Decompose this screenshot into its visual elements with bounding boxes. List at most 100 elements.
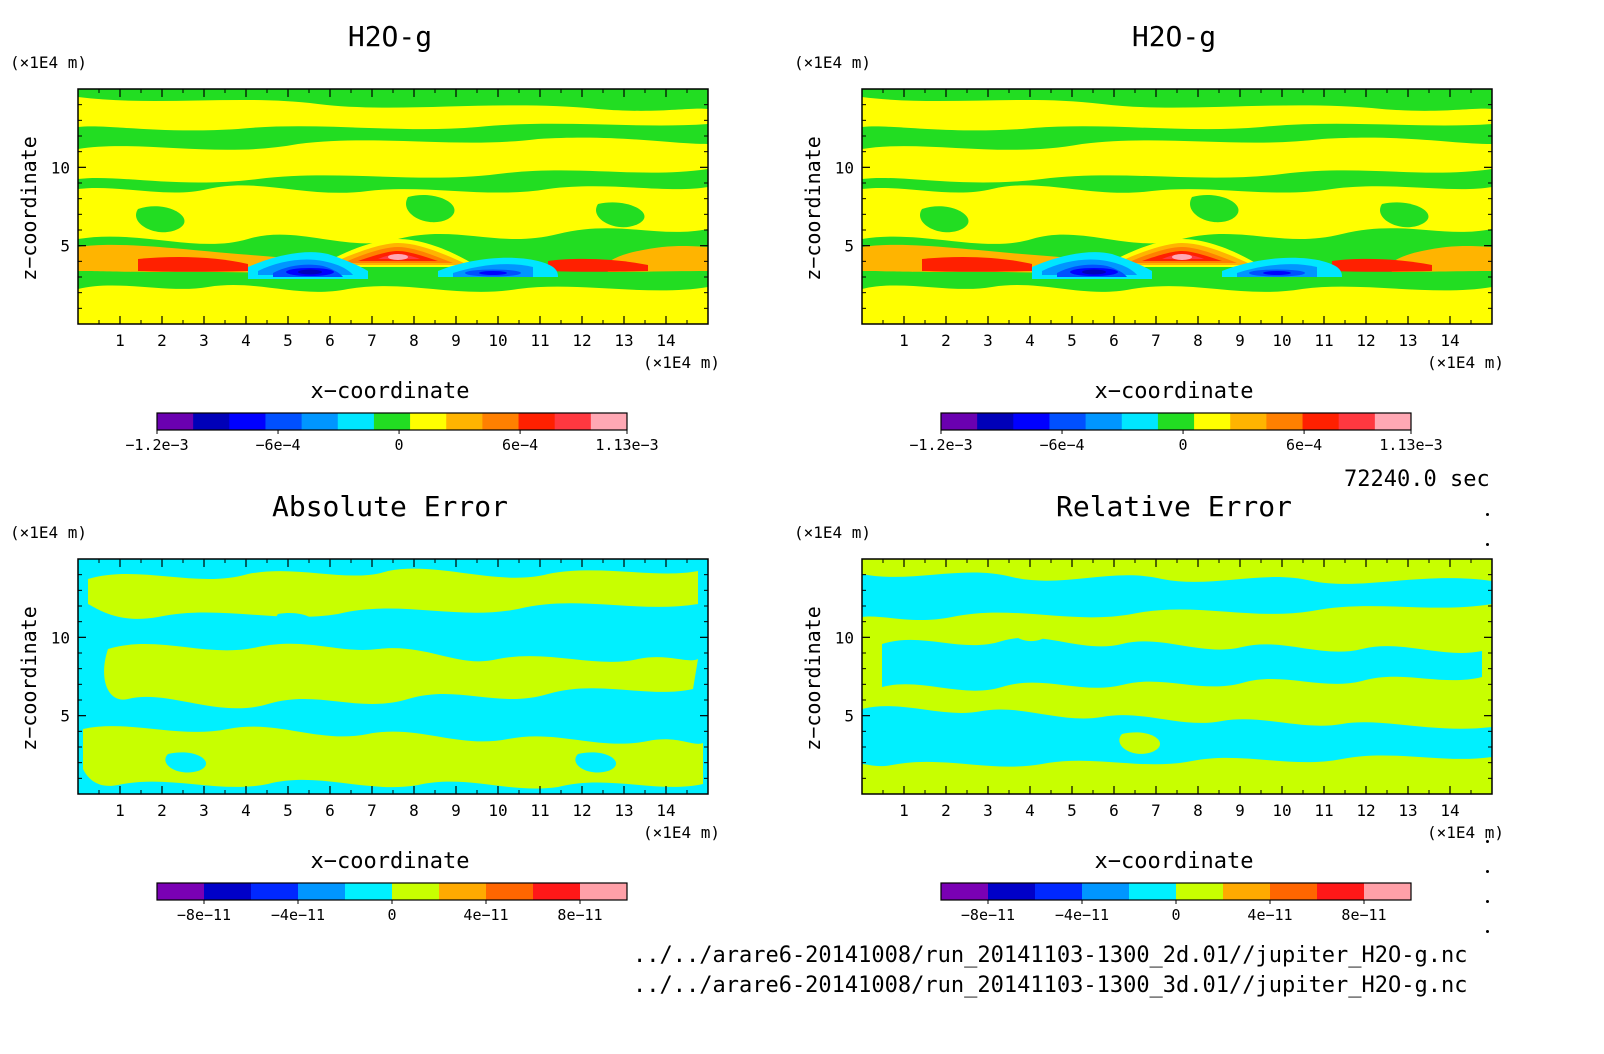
chart-panel-p4: Relative Error(×1E4 m)1 2 3 4 5 6 7 8 9 10 11 12 13 1… [794, 490, 1504, 924]
chart-panel-p3: Absolute Error(×1E4 m)1 2 3 4 5 6 7 8 9 10 11 12 13 1… [10, 490, 720, 924]
x-tick-label: 4 [241, 801, 251, 820]
x-tick-label: 11 [1314, 331, 1333, 350]
x-tick-label: 2 [157, 801, 167, 820]
x-tick-label: 2 [157, 331, 167, 350]
colorbar-label: 8e−11 [1341, 906, 1386, 924]
colorbar-swatch [941, 413, 978, 430]
y-axis-label: z−coordinate [17, 606, 41, 751]
chart-panel-p1: H2O-g(×1E4 m)1 2 3 4 5 6 7 8 9 10 11 12 13 14510(×1E4… [10, 20, 720, 454]
x-tick-label: 14 [656, 331, 675, 350]
colorbar-swatch [337, 413, 375, 430]
x-tick-label: 12 [1356, 331, 1375, 350]
heatmap-field [78, 89, 708, 324]
colorbar-swatch [1085, 413, 1123, 430]
colorbar-swatch [533, 883, 581, 900]
colorbar-label: 4e−11 [463, 906, 508, 924]
x-tick-label: 10 [1272, 331, 1291, 350]
x-tick-label: 11 [530, 331, 549, 350]
chart-title: H2O-g [1132, 20, 1216, 53]
x-tick-label: 10 [1272, 801, 1291, 820]
colorbar-label: −1.2e−3 [909, 436, 972, 454]
y-axis-label: z−coordinate [17, 136, 41, 281]
x-tick-label: 7 [367, 801, 377, 820]
colorbar-swatch [1194, 413, 1231, 430]
colorbar-label: 0 [387, 906, 396, 924]
x-tick-label: 12 [572, 801, 591, 820]
colorbar-swatch [1035, 883, 1083, 900]
colorbar-swatch [554, 413, 592, 430]
x-tick-label: 8 [1193, 801, 1203, 820]
colorbar-label: 6e−4 [1286, 436, 1322, 454]
colorbar-swatch [988, 883, 1036, 900]
x-tick-label: 1 [115, 801, 125, 820]
marker-dot [1486, 543, 1489, 546]
x-tick-label: 9 [451, 801, 461, 820]
y-tick-label: 5 [60, 707, 70, 726]
colorbar-swatch [1121, 413, 1159, 430]
colorbar-label: −8e−11 [961, 906, 1015, 924]
y-tick-label: 10 [835, 628, 854, 647]
colorbar-swatch [977, 413, 1014, 430]
marker-dot [1486, 900, 1489, 903]
marker-dot [1486, 840, 1489, 843]
chart-title: H2O-g [348, 20, 432, 53]
x-tick-label: 12 [1356, 801, 1375, 820]
colorbar-label: 0 [1171, 906, 1180, 924]
chart-panel-p2: H2O-g(×1E4 m)1 2 3 4 5 6 7 8 9 10 11 12 13 14510(×1E4… [794, 20, 1504, 454]
colorbar-swatch [265, 413, 303, 430]
x-tick-label: 3 [199, 801, 209, 820]
x-axis-label: x−coordinate [311, 379, 470, 404]
x-tick-label: 6 [325, 331, 335, 350]
x-tick-label: 13 [614, 331, 633, 350]
x-tick-label: 11 [530, 801, 549, 820]
x-tick-label: 12 [572, 331, 591, 350]
x-tick-label: 6 [325, 801, 335, 820]
x-tick-label: 13 [614, 801, 633, 820]
x-tick-label: 5 [1067, 801, 1077, 820]
colorbar-swatch [1176, 883, 1224, 900]
colorbar-swatch [482, 413, 520, 430]
y-unit-label: (×1E4 m) [794, 53, 871, 72]
marker-dot [1486, 513, 1489, 516]
colorbar-label: 6e−4 [502, 436, 538, 454]
y-axis-label: z−coordinate [801, 606, 825, 751]
x-tick-label: 1 [899, 801, 909, 820]
marker-dot [1486, 870, 1489, 873]
colorbar-swatch [1129, 883, 1177, 900]
x-axis-label: x−coordinate [1095, 379, 1254, 404]
x-tick-label: 10 [488, 801, 507, 820]
colorbar-swatch [392, 883, 440, 900]
colorbar-swatch [1223, 883, 1271, 900]
colorbar-swatch [298, 883, 346, 900]
heatmap-field [78, 559, 708, 794]
y-tick-label: 5 [844, 237, 854, 256]
colorbar-swatch [1049, 413, 1087, 430]
colorbar-swatch [1157, 413, 1195, 430]
colorbar-swatch [580, 883, 628, 900]
colorbar-label: 0 [395, 436, 404, 454]
x-tick-label: 5 [283, 331, 293, 350]
colorbar-swatch [301, 413, 339, 430]
x-tick-label: 8 [1193, 331, 1203, 350]
x-axis-label: x−coordinate [1095, 849, 1254, 874]
x-tick-label: 14 [1440, 331, 1459, 350]
x-unit-label: (×1E4 m) [643, 823, 720, 842]
colorbar-swatch [1266, 413, 1304, 430]
x-unit-label: (×1E4 m) [1427, 823, 1504, 842]
x-tick-label: 6 [1109, 331, 1119, 350]
colorbar-swatch [1317, 883, 1365, 900]
y-axis-label: z−coordinate [801, 136, 825, 281]
colorbar-swatch [590, 413, 628, 430]
colorbar-swatch [410, 413, 447, 430]
heatmap-field [862, 559, 1492, 794]
x-tick-label: 7 [367, 331, 377, 350]
colorbar-label: −4e−11 [271, 906, 325, 924]
x-tick-label: 4 [241, 331, 251, 350]
y-unit-label: (×1E4 m) [10, 53, 87, 72]
colorbar-label: 4e−11 [1247, 906, 1292, 924]
colorbar-swatch [941, 883, 989, 900]
colorbar-swatch [1338, 413, 1376, 430]
x-tick-label: 14 [1440, 801, 1459, 820]
y-unit-label: (×1E4 m) [794, 523, 871, 542]
colorbar-swatch [204, 883, 252, 900]
